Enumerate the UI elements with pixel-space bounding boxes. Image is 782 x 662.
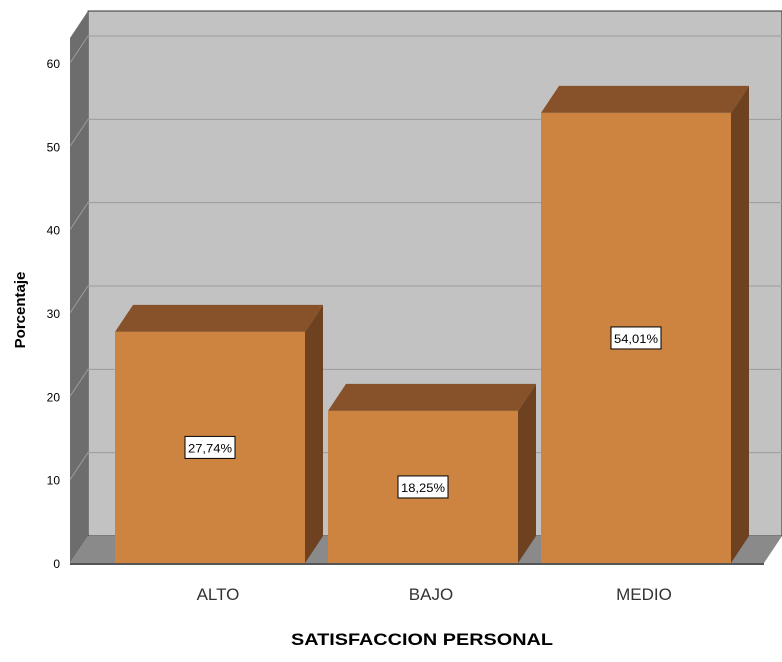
x-axis-label: SATISFACCION PERSONAL: [291, 630, 553, 649]
y-tick-label: 20: [47, 390, 61, 404]
bar-side: [518, 383, 536, 563]
y-tick-label: 50: [47, 140, 61, 154]
y-tick-label: 40: [47, 224, 61, 238]
bar-alto: 27,74%: [115, 304, 323, 563]
data-label-box: [397, 475, 449, 499]
y-axis-ticks: 0 10 20 30 40 50 60: [47, 57, 61, 571]
plot-side-wall: [70, 11, 88, 563]
bar-top: [115, 304, 323, 332]
y-axis-label: Porcentaje: [12, 272, 29, 349]
x-tick-label: ALTO: [197, 585, 240, 604]
y-tick-label: 60: [47, 57, 61, 71]
bar-side: [731, 85, 749, 564]
data-label-box: [610, 326, 662, 350]
bar-top: [541, 85, 749, 113]
plot-floor-front-edge: [70, 563, 764, 565]
data-label: 54,01%: [614, 332, 658, 346]
x-axis-ticks: ALTO BAJO MEDIO: [197, 585, 672, 604]
x-tick-label: BAJO: [409, 585, 453, 604]
data-label: 18,25%: [401, 481, 445, 495]
data-label-box: [184, 435, 236, 459]
data-label: 27,74%: [188, 441, 232, 455]
bars: 27,74% 18,25% 54,01%: [115, 85, 749, 564]
bar-side: [305, 304, 323, 563]
bar-medio: 54,01%: [541, 85, 749, 564]
bar-top: [328, 383, 536, 411]
x-tick-label: MEDIO: [616, 585, 672, 604]
gridline: [69, 35, 782, 64]
bar-bajo: 18,25%: [328, 383, 536, 563]
y-tick-label: 10: [47, 474, 61, 488]
y-tick-label: 30: [47, 307, 61, 321]
y-tick-label: 0: [53, 557, 60, 571]
